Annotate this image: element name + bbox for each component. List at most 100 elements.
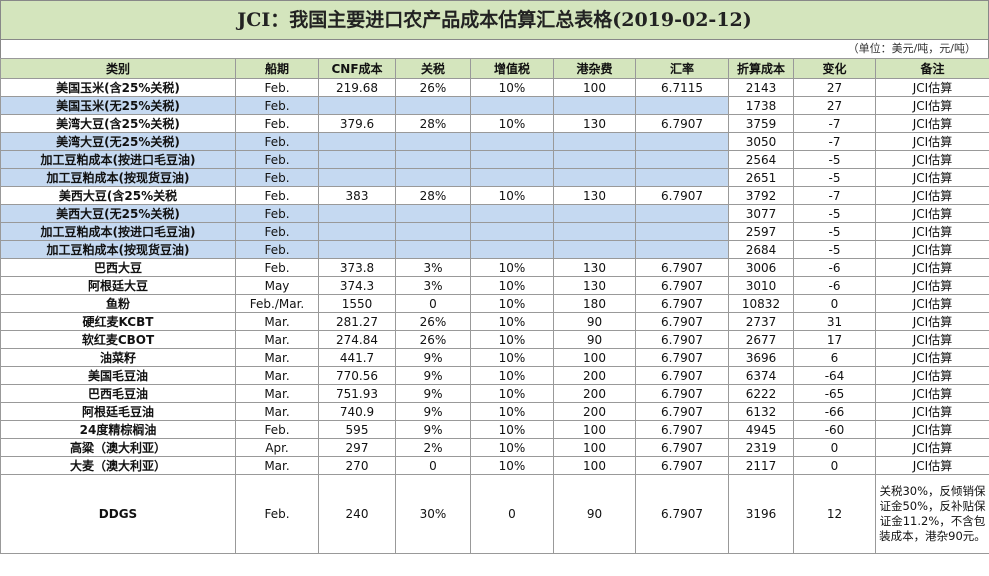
table-cell: 200 xyxy=(553,402,636,421)
table-row: 巴西大豆 Feb. 373.8 3% 10% 130 6.7907 3006 -6 JCI估算 xyxy=(0,258,989,277)
table-row: 大麦（澳大利亚） Mar. 270 0 10% 100 6.7907 2117 0 JCI估算 xyxy=(0,456,989,475)
table-cell: 10% xyxy=(470,366,554,385)
table-cell: 130 xyxy=(553,186,636,205)
table-cell: JCI估算 xyxy=(875,132,989,151)
table-cell: 0 xyxy=(793,294,876,313)
table-cell: 4945 xyxy=(728,420,794,439)
table-cell: Feb. xyxy=(235,420,319,439)
table-cell: 6.7907 xyxy=(635,348,729,367)
table-cell xyxy=(553,222,636,241)
table-row: 24度精棕榈油 Feb. 595 9% 10% 100 6.7907 4945 -60 JCI估算 xyxy=(0,420,989,439)
column-header: 变化 xyxy=(793,58,876,79)
table-cell: -7 xyxy=(793,114,876,133)
table-cell: 130 xyxy=(553,258,636,277)
table-cell: Feb. xyxy=(235,150,319,169)
table-cell: 100 xyxy=(553,456,636,475)
table-cell: 6.7907 xyxy=(635,294,729,313)
table-cell: Mar. xyxy=(235,456,319,475)
table-cell: 9% xyxy=(395,366,471,385)
table-cell: 10% xyxy=(470,420,554,439)
table-cell: -6 xyxy=(793,276,876,295)
table-cell: 6.7907 xyxy=(635,312,729,331)
column-header: 折算成本 xyxy=(728,58,794,79)
table-cell: -5 xyxy=(793,222,876,241)
table-row: 美国玉米(含25%关税) Feb. 219.68 26% 10% 100 6.7115 214… xyxy=(0,78,989,97)
table-cell: 6.7907 xyxy=(635,330,729,349)
table-cell: 100 xyxy=(553,420,636,439)
table-cell xyxy=(470,96,554,115)
table-cell: JCI估算 xyxy=(875,456,989,475)
table-cell: -65 xyxy=(793,384,876,403)
category-cell: 美西大豆(无25%关税) xyxy=(0,204,236,223)
table-cell: 219.68 xyxy=(318,78,396,97)
category-cell: 加工豆粕成本(按进口毛豆油) xyxy=(0,150,236,169)
category-cell: 加工豆粕成本(按现货豆油) xyxy=(0,168,236,187)
table-cell xyxy=(553,96,636,115)
table-cell: 27 xyxy=(793,78,876,97)
table-cell xyxy=(318,222,396,241)
table-cell: -5 xyxy=(793,168,876,187)
table-cell: 274.84 xyxy=(318,330,396,349)
table-cell: 0 xyxy=(793,456,876,475)
table-cell: JCI估算 xyxy=(875,294,989,313)
table-cell: 6.7907 xyxy=(635,456,729,475)
category-cell: 阿根廷毛豆油 xyxy=(0,402,236,421)
table-cell: 90 xyxy=(553,312,636,331)
table-cell: 770.56 xyxy=(318,366,396,385)
table-cell: 30% xyxy=(395,474,471,554)
table-cell: -64 xyxy=(793,366,876,385)
table-cell: 2117 xyxy=(728,456,794,475)
table-cell: 9% xyxy=(395,402,471,421)
table-cell: Feb. xyxy=(235,258,319,277)
category-cell: 加工豆粕成本(按进口毛豆油) xyxy=(0,222,236,241)
table-cell xyxy=(635,96,729,115)
category-cell: 高粱（澳大利亚） xyxy=(0,438,236,457)
table-cell xyxy=(318,150,396,169)
table-cell xyxy=(395,204,471,223)
table-cell: 2651 xyxy=(728,168,794,187)
table-cell xyxy=(635,222,729,241)
table-cell: Feb. xyxy=(235,114,319,133)
table-cell xyxy=(395,222,471,241)
table-cell: 28% xyxy=(395,186,471,205)
table-cell: 3077 xyxy=(728,204,794,223)
table-cell: Mar. xyxy=(235,366,319,385)
table-cell: 6.7907 xyxy=(635,474,729,554)
table-cell: 6.7907 xyxy=(635,366,729,385)
table-row: 美湾大豆(无25%关税) Feb. 3050 -7 JCI估算 xyxy=(0,132,989,151)
table-cell: 595 xyxy=(318,420,396,439)
table-cell: 0 xyxy=(470,474,554,554)
table-cell: Feb./Mar. xyxy=(235,294,319,313)
category-cell: 阿根廷大豆 xyxy=(0,276,236,295)
table-cell xyxy=(318,240,396,259)
table-cell: 2143 xyxy=(728,78,794,97)
table-cell: Mar. xyxy=(235,348,319,367)
table-cell xyxy=(470,150,554,169)
table-cell: 90 xyxy=(553,474,636,554)
table-cell xyxy=(635,204,729,223)
table-cell: -5 xyxy=(793,240,876,259)
table-cell: 27 xyxy=(793,96,876,115)
table-cell: -7 xyxy=(793,132,876,151)
table-cell xyxy=(553,168,636,187)
table-cell xyxy=(470,240,554,259)
table-cell: JCI估算 xyxy=(875,366,989,385)
table-cell xyxy=(553,204,636,223)
table-cell: JCI估算 xyxy=(875,312,989,331)
table-cell: 6222 xyxy=(728,384,794,403)
table-cell: JCI估算 xyxy=(875,276,989,295)
table-cell: 2319 xyxy=(728,438,794,457)
table-row: 油菜籽 Mar. 441.7 9% 10% 100 6.7907 3696 6 JCI估算 xyxy=(0,348,989,367)
category-cell: 美国玉米(含25%关税) xyxy=(0,78,236,97)
table-cell xyxy=(395,150,471,169)
table-cell: 31 xyxy=(793,312,876,331)
table-cell: Feb. xyxy=(235,240,319,259)
category-cell: 美湾大豆(无25%关税) xyxy=(0,132,236,151)
table-row: 阿根廷毛豆油 Mar. 740.9 9% 10% 200 6.7907 6132 -66 JCI估… xyxy=(0,402,989,421)
table-row: 加工豆粕成本(按进口毛豆油) Feb. 2564 -5 JCI估算 xyxy=(0,150,989,169)
table-cell xyxy=(635,240,729,259)
table-cell: JCI估算 xyxy=(875,150,989,169)
category-cell: 美国玉米(无25%关税) xyxy=(0,96,236,115)
table-cell: 3010 xyxy=(728,276,794,295)
table-cell: 12 xyxy=(793,474,876,554)
